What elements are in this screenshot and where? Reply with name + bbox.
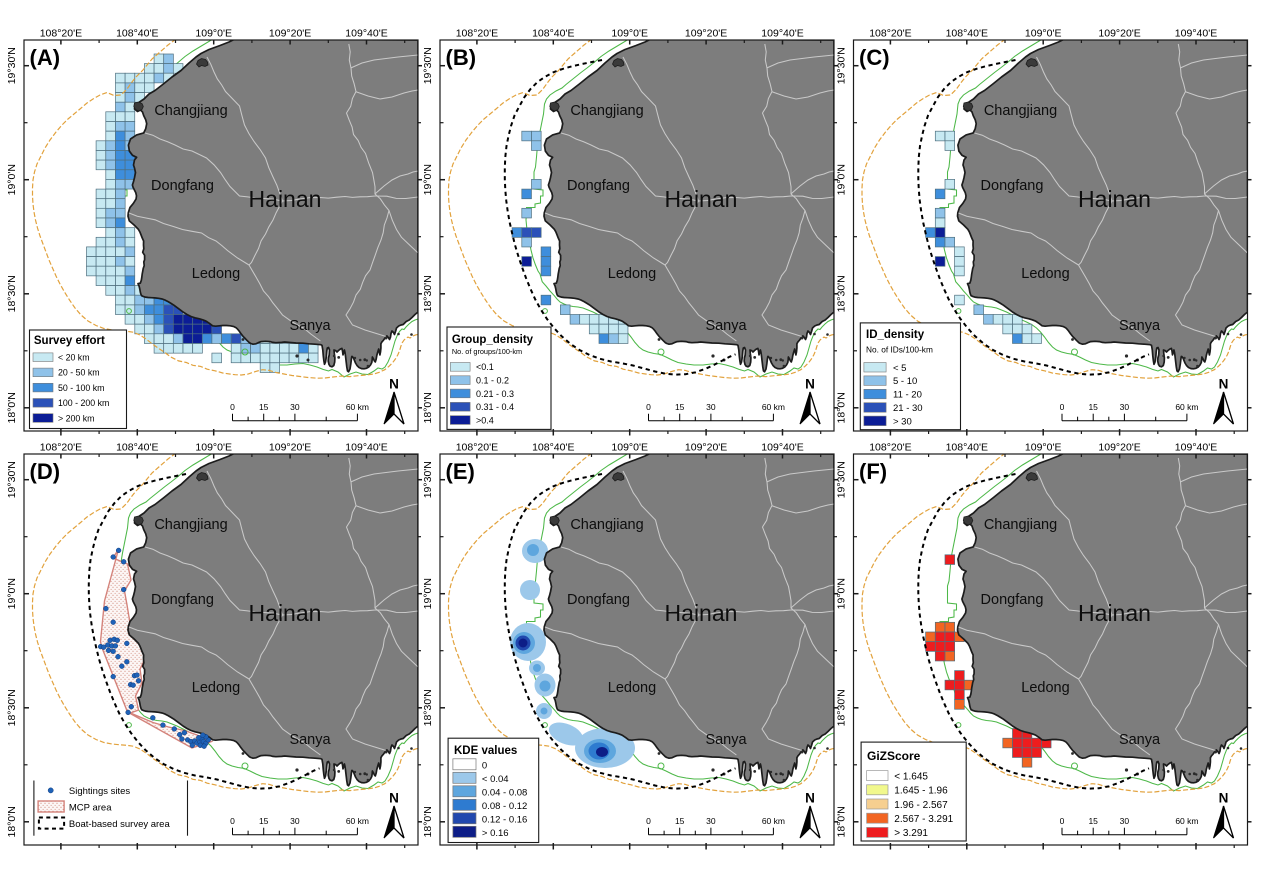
svg-text:MCP area: MCP area	[69, 803, 112, 814]
svg-text:1.645 - 1.96: 1.645 - 1.96	[894, 786, 948, 797]
svg-text:2.567 - 3.291: 2.567 - 3.291	[894, 814, 953, 825]
svg-text:50 - 100 km: 50 - 100 km	[58, 383, 104, 393]
svg-text:Boat-based survey area: Boat-based survey area	[69, 819, 171, 830]
svg-text:0.21 - 0.3: 0.21 - 0.3	[476, 389, 514, 399]
svg-text:GiZScore: GiZScore	[867, 749, 921, 763]
svg-text:0.08 - 0.12: 0.08 - 0.12	[482, 801, 527, 812]
svg-text:>0.4: >0.4	[476, 415, 494, 425]
svg-text:(D): (D)	[30, 459, 61, 484]
svg-text:21 - 30: 21 - 30	[893, 403, 923, 414]
svg-text:(B): (B)	[446, 45, 477, 70]
svg-text:20 - 50 km: 20 - 50 km	[58, 368, 100, 378]
svg-text:ID_density: ID_density	[866, 329, 925, 341]
svg-text:< 0.04: < 0.04	[482, 774, 509, 785]
svg-text:> 3.291: > 3.291	[894, 828, 928, 839]
svg-text:0.12 - 0.16: 0.12 - 0.16	[482, 814, 527, 825]
svg-text:0.1 - 0.2: 0.1 - 0.2	[476, 376, 509, 386]
svg-text:(A): (A)	[30, 45, 61, 70]
svg-text:< 1.645: < 1.645	[894, 771, 928, 782]
svg-text:<0.1: <0.1	[476, 362, 494, 372]
svg-text:5 - 10: 5 - 10	[893, 376, 917, 387]
svg-text:100 - 200 km: 100 - 200 km	[58, 398, 109, 408]
svg-text:(C): (C)	[859, 45, 890, 70]
svg-text:0.31 - 0.4: 0.31 - 0.4	[476, 402, 514, 412]
svg-text:Group_density: Group_density	[452, 334, 534, 346]
svg-text:No. of IDs/100-km: No. of IDs/100-km	[866, 345, 933, 355]
svg-text:Sightings sites: Sightings sites	[69, 786, 131, 797]
svg-text:KDE values: KDE values	[454, 745, 517, 757]
svg-text:< 20 km: < 20 km	[58, 353, 90, 363]
svg-text:< 5: < 5	[893, 363, 906, 374]
svg-text:0: 0	[482, 760, 487, 771]
svg-text:(E): (E)	[446, 459, 475, 484]
svg-text:Survey effort: Survey effort	[34, 335, 105, 347]
svg-text:(F): (F)	[859, 459, 887, 484]
svg-text:1.96 - 2.567: 1.96 - 2.567	[894, 800, 948, 811]
svg-text:> 0.16: > 0.16	[482, 828, 509, 839]
svg-text:11 - 20: 11 - 20	[893, 390, 922, 401]
svg-text:No. of groups/100-km: No. of groups/100-km	[452, 347, 522, 356]
svg-text:> 200 km: > 200 km	[58, 413, 94, 423]
svg-text:> 30: > 30	[893, 416, 912, 427]
svg-text:0.04 - 0.08: 0.04 - 0.08	[482, 787, 527, 798]
